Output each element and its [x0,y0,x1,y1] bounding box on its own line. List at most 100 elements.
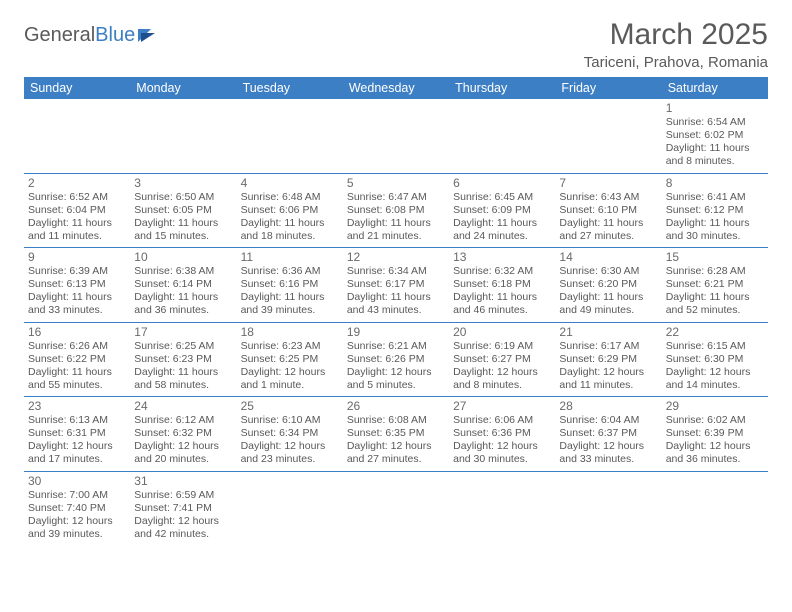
calendar-cell: 24Sunrise: 6:12 AMSunset: 6:32 PMDayligh… [130,397,236,472]
day-number: 18 [241,325,339,339]
sunset-text: Sunset: 6:02 PM [666,129,764,142]
location-text: Tariceni, Prahova, Romania [584,54,768,71]
calendar-cell [555,99,661,173]
sunrise-text: Sunrise: 6:34 AM [347,265,445,278]
calendar-cell [449,471,555,545]
daylight-text: and 14 minutes. [666,379,764,392]
calendar-cell: 22Sunrise: 6:15 AMSunset: 6:30 PMDayligh… [662,322,768,397]
sunrise-text: Sunrise: 6:19 AM [453,340,551,353]
daylight-text: Daylight: 11 hours [241,217,339,230]
daylight-text: and 39 minutes. [28,528,126,541]
daylight-text: and 46 minutes. [453,304,551,317]
weekday-header: Friday [555,77,661,99]
day-number: 2 [28,176,126,190]
sunrise-text: Sunrise: 6:36 AM [241,265,339,278]
sunset-text: Sunset: 7:40 PM [28,502,126,515]
daylight-text: and 55 minutes. [28,379,126,392]
day-number: 6 [453,176,551,190]
daylight-text: Daylight: 11 hours [347,217,445,230]
calendar-cell: 29Sunrise: 6:02 AMSunset: 6:39 PMDayligh… [662,397,768,472]
daylight-text: Daylight: 12 hours [347,366,445,379]
day-number: 8 [666,176,764,190]
day-number: 5 [347,176,445,190]
sunset-text: Sunset: 6:26 PM [347,353,445,366]
daylight-text: Daylight: 11 hours [28,366,126,379]
sunrise-text: Sunrise: 6:08 AM [347,414,445,427]
sunrise-text: Sunrise: 6:45 AM [453,191,551,204]
calendar-row: 1Sunrise: 6:54 AMSunset: 6:02 PMDaylight… [24,99,768,173]
sunrise-text: Sunrise: 6:48 AM [241,191,339,204]
calendar-cell [343,99,449,173]
calendar-cell: 12Sunrise: 6:34 AMSunset: 6:17 PMDayligh… [343,248,449,323]
calendar-row: 23Sunrise: 6:13 AMSunset: 6:31 PMDayligh… [24,397,768,472]
daylight-text: and 33 minutes. [559,453,657,466]
calendar-cell [237,471,343,545]
calendar-cell: 7Sunrise: 6:43 AMSunset: 6:10 PMDaylight… [555,173,661,248]
day-number: 7 [559,176,657,190]
sunrise-text: Sunrise: 6:10 AM [241,414,339,427]
day-number: 17 [134,325,232,339]
daylight-text: and 8 minutes. [666,155,764,168]
sunset-text: Sunset: 6:18 PM [453,278,551,291]
sunrise-text: Sunrise: 6:26 AM [28,340,126,353]
sunset-text: Sunset: 6:10 PM [559,204,657,217]
day-number: 24 [134,399,232,413]
daylight-text: Daylight: 12 hours [453,366,551,379]
sunset-text: Sunset: 6:05 PM [134,204,232,217]
daylight-text: and 24 minutes. [453,230,551,243]
day-number: 14 [559,250,657,264]
daylight-text: and 11 minutes. [28,230,126,243]
daylight-text: Daylight: 12 hours [559,440,657,453]
calendar-cell [343,471,449,545]
daylight-text: and 5 minutes. [347,379,445,392]
day-number: 28 [559,399,657,413]
calendar-cell [130,99,236,173]
calendar-cell [237,99,343,173]
daylight-text: and 11 minutes. [559,379,657,392]
day-number: 15 [666,250,764,264]
day-number: 20 [453,325,551,339]
daylight-text: Daylight: 12 hours [28,440,126,453]
day-number: 31 [134,474,232,488]
daylight-text: and 17 minutes. [28,453,126,466]
sunrise-text: Sunrise: 6:50 AM [134,191,232,204]
daylight-text: and 33 minutes. [28,304,126,317]
sunset-text: Sunset: 6:16 PM [241,278,339,291]
calendar-cell: 30Sunrise: 7:00 AMSunset: 7:40 PMDayligh… [24,471,130,545]
sunset-text: Sunset: 6:27 PM [453,353,551,366]
daylight-text: Daylight: 12 hours [241,440,339,453]
daylight-text: Daylight: 12 hours [134,515,232,528]
daylight-text: Daylight: 11 hours [134,217,232,230]
logo-text-1: General [24,24,95,47]
calendar-cell: 9Sunrise: 6:39 AMSunset: 6:13 PMDaylight… [24,248,130,323]
sunset-text: Sunset: 6:34 PM [241,427,339,440]
daylight-text: Daylight: 12 hours [241,366,339,379]
calendar-cell: 5Sunrise: 6:47 AMSunset: 6:08 PMDaylight… [343,173,449,248]
day-number: 10 [134,250,232,264]
daylight-text: Daylight: 11 hours [666,291,764,304]
calendar-cell [555,471,661,545]
daylight-text: Daylight: 12 hours [666,366,764,379]
calendar-row: 9Sunrise: 6:39 AMSunset: 6:13 PMDaylight… [24,248,768,323]
calendar-cell: 26Sunrise: 6:08 AMSunset: 6:35 PMDayligh… [343,397,449,472]
daylight-text: and 52 minutes. [666,304,764,317]
day-number: 19 [347,325,445,339]
calendar-cell: 3Sunrise: 6:50 AMSunset: 6:05 PMDaylight… [130,173,236,248]
day-number: 30 [28,474,126,488]
daylight-text: Daylight: 12 hours [347,440,445,453]
day-number: 29 [666,399,764,413]
title-block: March 2025 Tariceni, Prahova, Romania [584,18,768,71]
daylight-text: and 58 minutes. [134,379,232,392]
sunrise-text: Sunrise: 6:15 AM [666,340,764,353]
sunset-text: Sunset: 6:13 PM [28,278,126,291]
sunrise-text: Sunrise: 7:00 AM [28,489,126,502]
sunrise-text: Sunrise: 6:12 AM [134,414,232,427]
calendar-cell: 14Sunrise: 6:30 AMSunset: 6:20 PMDayligh… [555,248,661,323]
sunset-text: Sunset: 6:31 PM [28,427,126,440]
calendar-body: 1Sunrise: 6:54 AMSunset: 6:02 PMDaylight… [24,99,768,545]
sunset-text: Sunset: 6:06 PM [241,204,339,217]
daylight-text: and 30 minutes. [666,230,764,243]
sunset-text: Sunset: 6:21 PM [666,278,764,291]
daylight-text: Daylight: 11 hours [666,142,764,155]
daylight-text: and 18 minutes. [241,230,339,243]
